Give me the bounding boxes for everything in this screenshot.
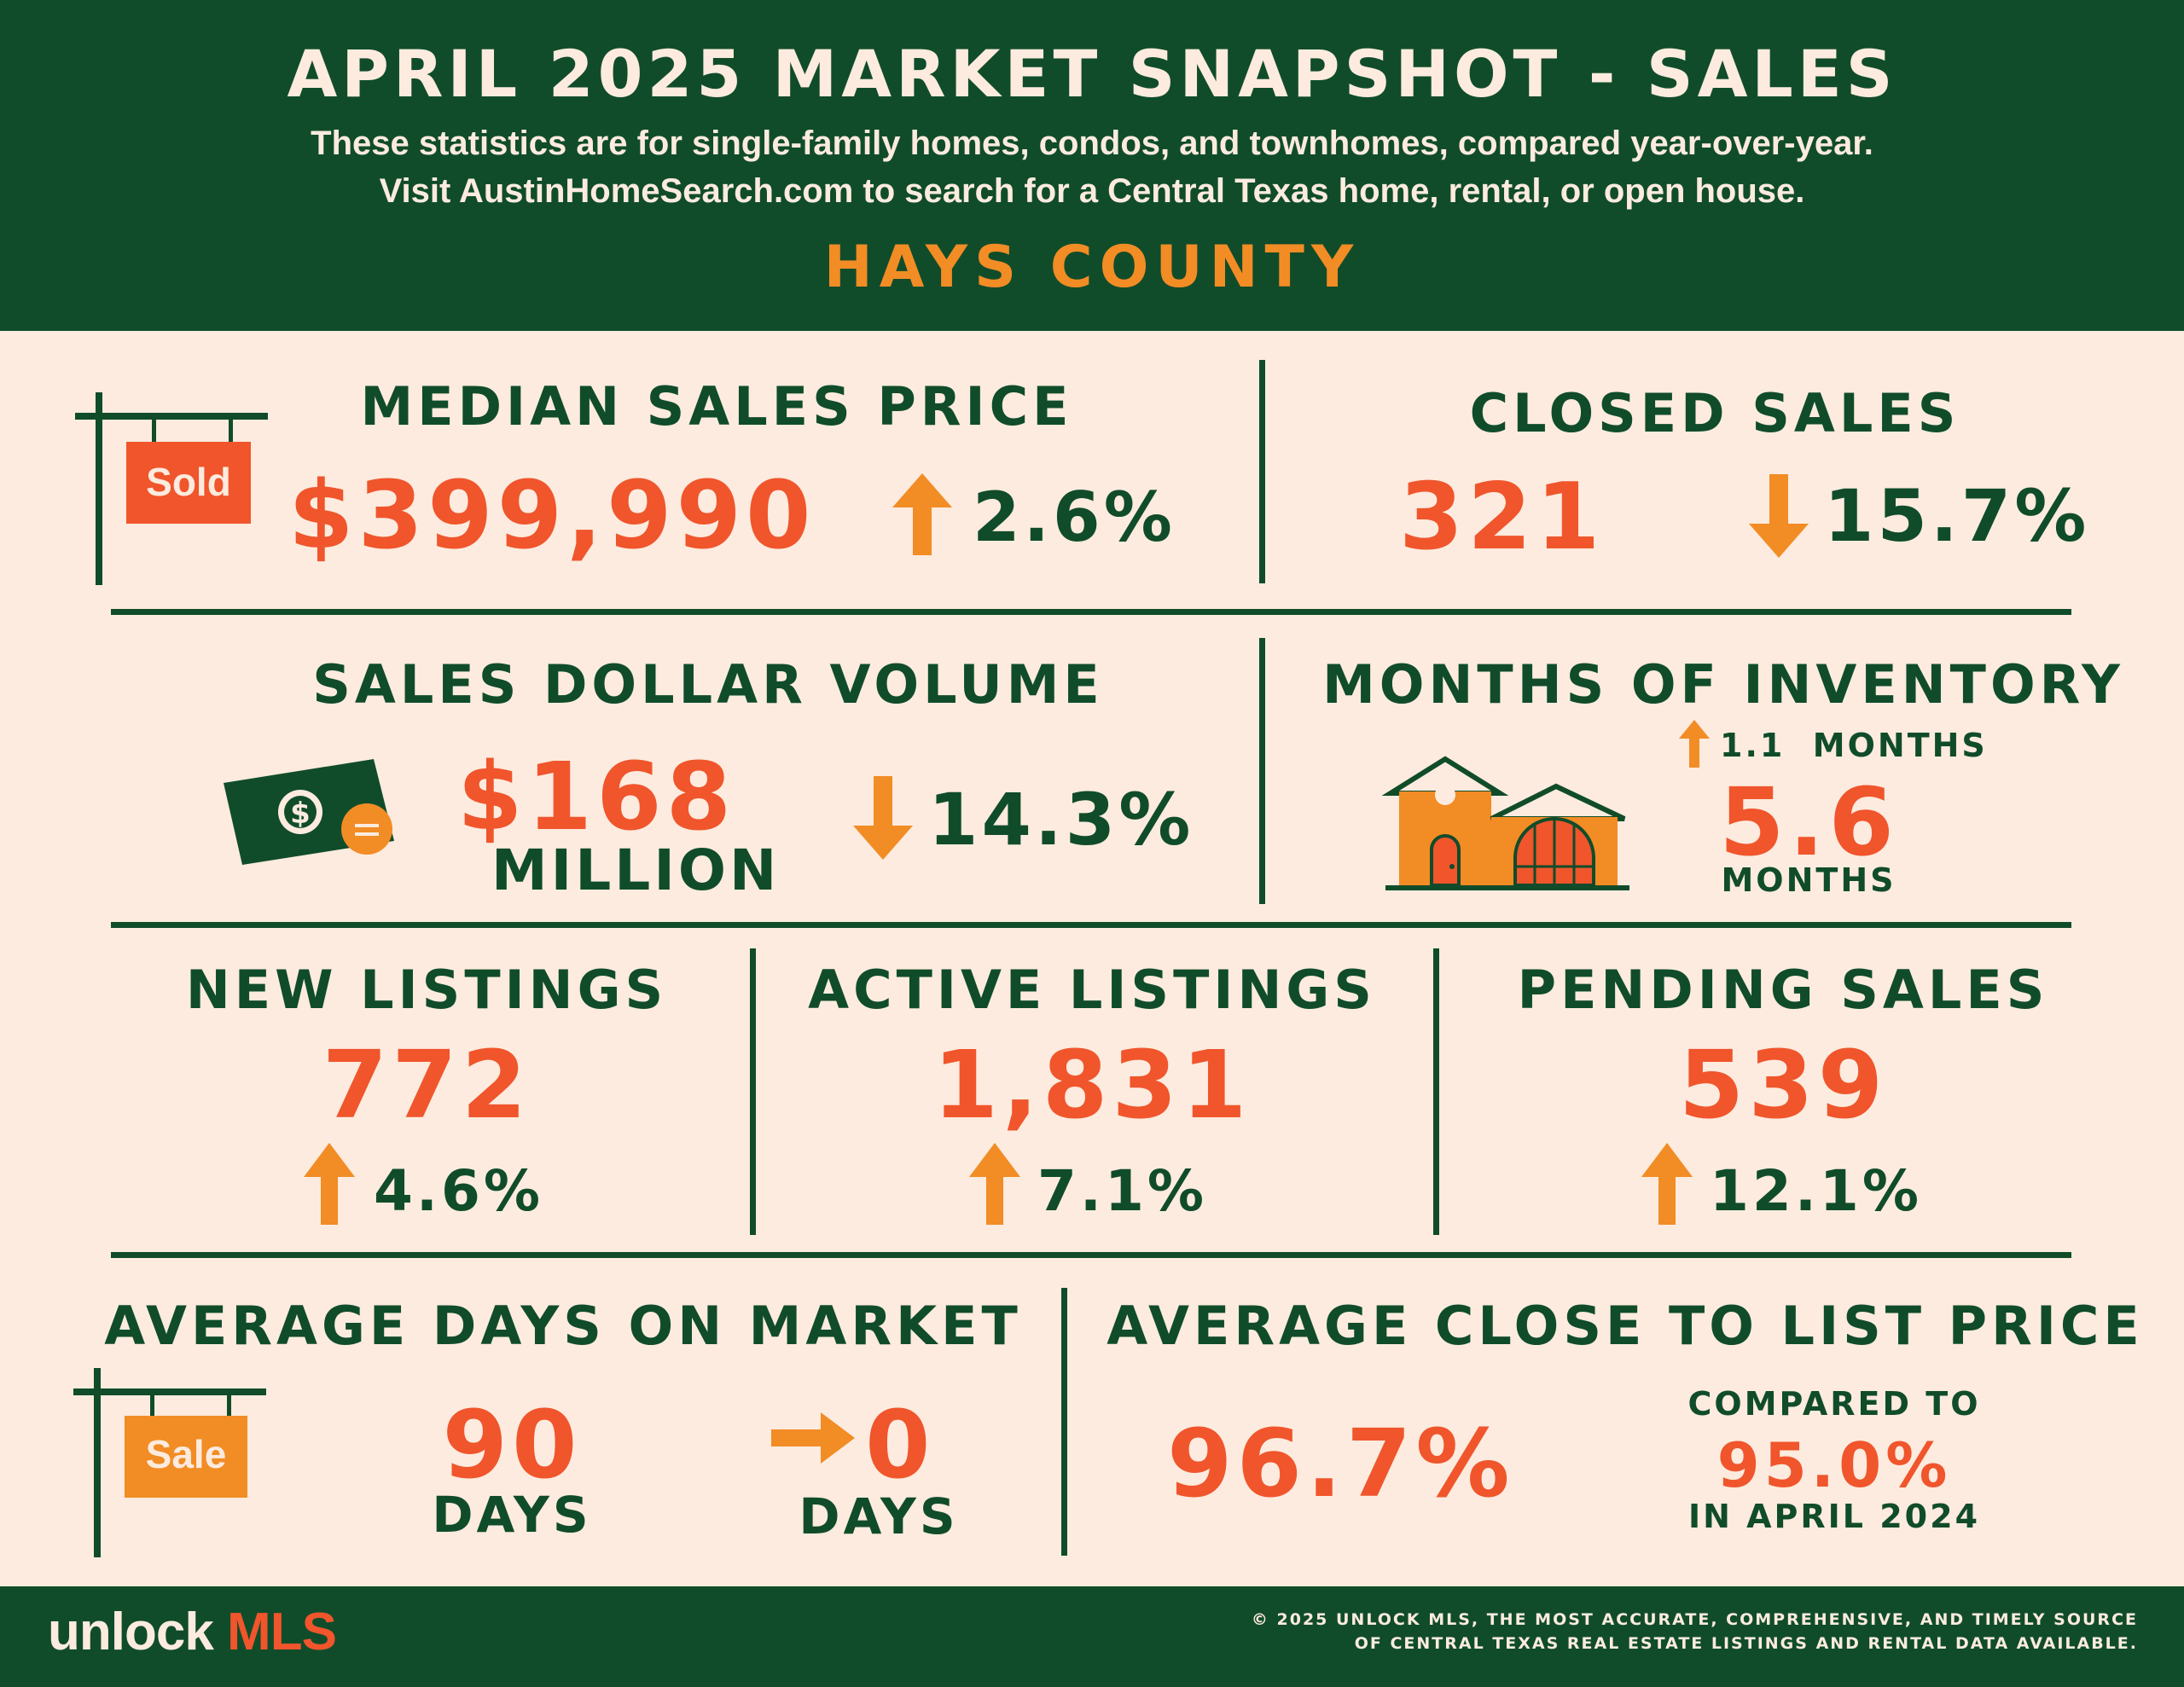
months-of-inventory-value: 5.6 [1719,768,1898,877]
copyright-line-1: © 2025 UNLOCK MLS, THE MOST ACCURATE, CO… [1251,1610,2138,1629]
up-arrow-icon [892,473,952,555]
average-days-on-market-label: AVERAGE DAYS ON MARKET [104,1295,1022,1357]
months-of-inventory-unit: MONTHS [1721,861,1896,899]
subtitle-line-2: Visit AustinHomeSearch.com to search for… [379,172,1805,210]
new-listings-label: NEW LISTINGS [185,959,668,1021]
closed-sales-change: 15.7% [1824,474,2090,558]
pending-sales-change: 12.1% [1710,1158,1922,1224]
header-banner: APRIL 2025 MARKET SNAPSHOT - SALES These… [0,0,2184,331]
compared-to-label: COMPARED TO [1687,1385,1981,1423]
average-days-on-market-unit: DAYS [432,1486,592,1544]
divider-col-row3a [750,948,756,1235]
months-of-inventory-change: 1.1 MONTHS [1720,727,1988,764]
pending-sales-label: PENDING SALES [1517,959,2049,1021]
divider-row-3 [111,1252,2071,1258]
sales-dollar-volume-unit: MILLION [491,838,781,903]
subtitle-line-1: These statistics are for single-family h… [311,125,1873,162]
divider-col-row3b [1433,948,1439,1235]
closed-sales-label: CLOSED SALES [1469,382,1960,444]
divider-row-2 [111,922,2071,928]
logo-accent: MLS [227,1603,337,1661]
right-arrow-icon [771,1412,855,1464]
sale-sign-icon [73,1368,266,1557]
up-arrow-icon [304,1143,355,1225]
average-days-on-market-change-unit: DAYS [799,1487,959,1545]
closed-sales-value: 321 [1399,464,1605,571]
median-sales-price-label: MEDIAN SALES PRICE [360,375,1073,438]
logo-word: unlock [48,1603,214,1661]
divider-col-row1 [1259,360,1265,583]
region-title: HAYS COUNTY [823,234,1361,301]
copyright-line-2: OF CENTRAL TEXAS REAL ESTATE LISTINGS AN… [1354,1634,2138,1653]
median-sales-price-value: $399,990 [288,461,816,570]
divider-col-row4 [1061,1288,1067,1556]
up-arrow-icon [1641,1143,1693,1225]
sold-sign-label: Sold [146,460,231,504]
sold-sign-icon [75,392,268,585]
compared-to-value: 95.0% [1716,1429,1952,1501]
months-of-inventory-label: MONTHS OF INVENTORY [1322,653,2124,716]
active-listings-change: 7.1% [1037,1158,1208,1224]
down-arrow-icon [853,776,913,860]
average-days-on-market-value: 90 [442,1390,582,1499]
unlock-mls-logo: unlock MLS [48,1602,337,1662]
active-listings-label: ACTIVE LISTINGS [808,959,1376,1021]
new-listings-value: 772 [322,1030,531,1139]
active-listings-value: 1,831 [932,1030,1252,1139]
pending-sales-value: 539 [1678,1030,1888,1139]
average-close-to-list-value: 96.7% [1167,1409,1514,1518]
down-arrow-icon [1749,474,1809,558]
compared-to-period: IN APRIL 2024 [1687,1498,1981,1535]
coin-icon [341,803,392,855]
divider-row-1 [111,609,2071,615]
median-sales-price-change: 2.6% [973,478,1176,557]
house-icon [1381,756,1629,890]
divider-col-row2 [1259,638,1265,904]
new-listings-change: 4.6% [374,1158,544,1224]
up-arrow-icon [1679,720,1710,768]
svg-text:$: $ [290,797,311,831]
sales-dollar-volume-label: SALES DOLLAR VOLUME [312,653,1104,716]
footer-bar: unlock MLS © 2025 UNLOCK MLS, THE MOST A… [0,1586,2184,1687]
sales-dollar-volume-change: 14.3% [928,778,1194,861]
sale-sign-label: Sale [145,1432,227,1476]
page-title: APRIL 2025 MARKET SNAPSHOT - SALES [287,36,1897,112]
sales-dollar-volume-value: $168 [457,742,736,851]
average-days-on-market-change: 0 [865,1390,935,1499]
average-close-to-list-label: AVERAGE CLOSE TO LIST PRICE [1107,1295,2144,1357]
up-arrow-icon [969,1143,1020,1225]
